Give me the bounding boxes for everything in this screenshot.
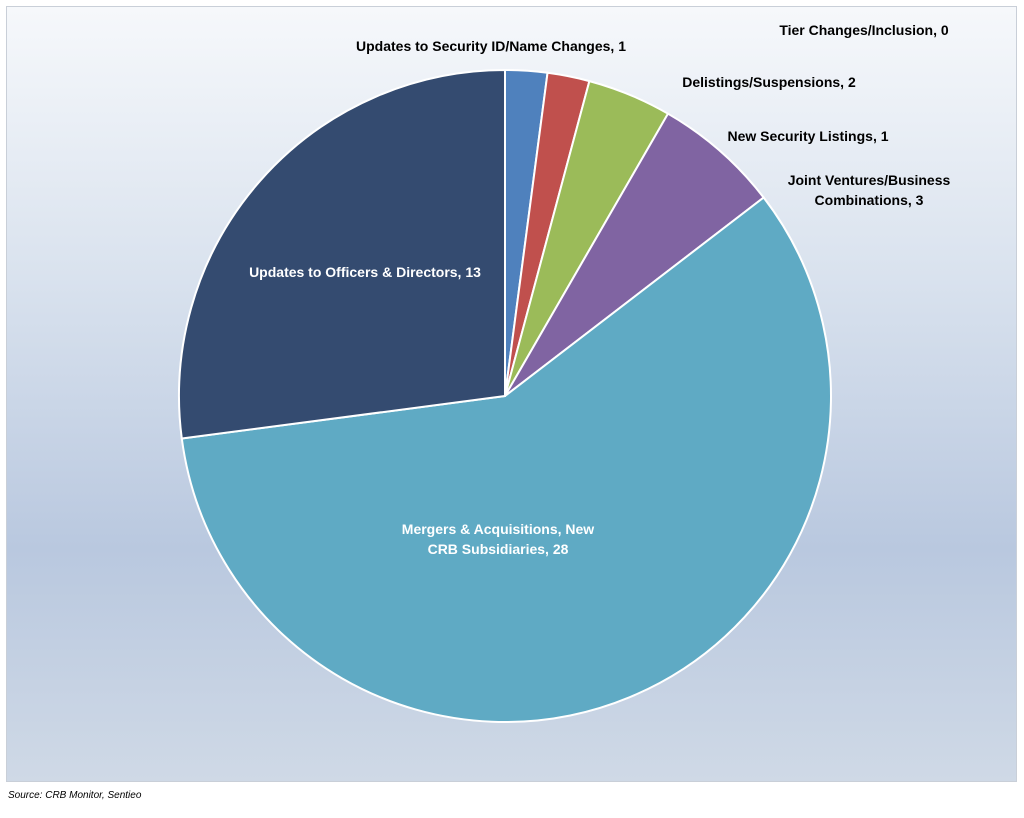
label-updates-to-officers-directors: Updates to Officers & Directors, 13	[249, 264, 481, 280]
slice-updates-to-officers-directors	[178, 68, 506, 440]
source-note: Source: CRB Monitor, Sentieo	[8, 790, 142, 801]
label-joint-ventures-business-combinations: Joint Ventures/Business Combinations, 3	[788, 172, 951, 208]
pie-slices	[178, 68, 832, 723]
label-tier-changes-inclusion: Tier Changes/Inclusion, 0	[779, 22, 949, 38]
chart-frame: Tier Changes/Inclusion, 0 Updates to Secu…	[6, 6, 1017, 782]
pie-chart: Tier Changes/Inclusion, 0 Updates to Secu…	[178, 22, 951, 723]
slice-joint-ventures-business-combinations	[504, 112, 766, 397]
label-delistings-suspensions: Delistings/Suspensions, 2	[682, 74, 856, 90]
label-updates-to-security-id-name-changes: Updates to Security ID/Name Changes, 1	[356, 38, 626, 54]
pie-labels: Tier Changes/Inclusion, 0 Updates to Secu…	[249, 22, 950, 557]
label-mergers-acquisitions-new-crb-subsidiaries: Mergers & Acquisitions, New CRB Subsidiar…	[402, 521, 595, 557]
label-new-security-listings: New Security Listings, 1	[727, 128, 888, 144]
slice-mergers-acquisitions-new-crb-subsidiaries	[180, 196, 832, 723]
